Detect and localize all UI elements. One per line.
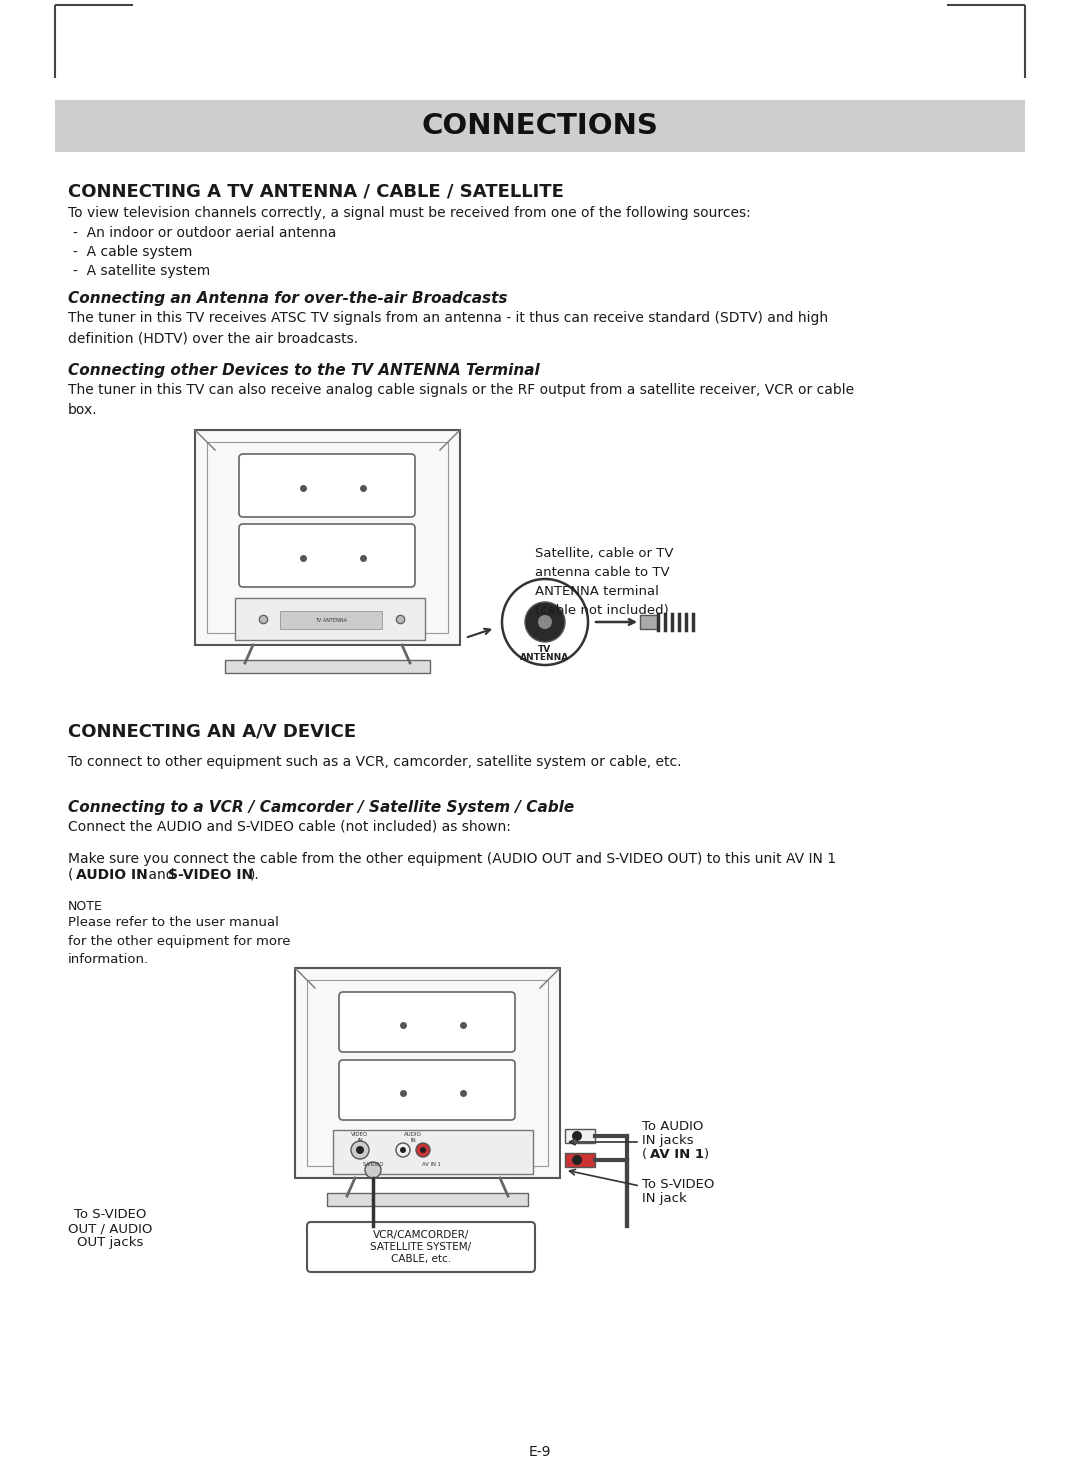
- Text: To S-VIDEO: To S-VIDEO: [73, 1208, 146, 1222]
- Text: (: (: [642, 1148, 647, 1161]
- Text: -  A satellite system: - A satellite system: [73, 263, 211, 278]
- FancyBboxPatch shape: [339, 1060, 515, 1120]
- Text: IN jacks: IN jacks: [642, 1134, 693, 1148]
- FancyBboxPatch shape: [235, 598, 426, 640]
- FancyBboxPatch shape: [280, 611, 382, 629]
- FancyBboxPatch shape: [307, 1222, 535, 1272]
- Text: CONNECTING A TV ANTENNA / CABLE / SATELLITE: CONNECTING A TV ANTENNA / CABLE / SATELL…: [68, 183, 564, 201]
- Text: VIDEO
IN: VIDEO IN: [351, 1131, 368, 1143]
- Text: AUDIO IN: AUDIO IN: [76, 868, 148, 881]
- Text: OUT / AUDIO: OUT / AUDIO: [68, 1222, 152, 1235]
- Text: ).: ).: [249, 868, 260, 881]
- Circle shape: [416, 1143, 430, 1157]
- Text: S-VIDEO IN: S-VIDEO IN: [168, 868, 253, 881]
- Text: Connecting an Antenna for over-the-air Broadcasts: Connecting an Antenna for over-the-air B…: [68, 291, 508, 306]
- Circle shape: [420, 1148, 426, 1154]
- Text: CONNECTING AN A/V DEVICE: CONNECTING AN A/V DEVICE: [68, 722, 356, 740]
- Text: The tuner in this TV receives ATSC TV signals from an antenna - it thus can rece: The tuner in this TV receives ATSC TV si…: [68, 311, 828, 345]
- Text: Please refer to the user manual
for the other equipment for more
information.: Please refer to the user manual for the …: [68, 916, 291, 966]
- FancyBboxPatch shape: [225, 660, 430, 673]
- Text: OUT jacks: OUT jacks: [77, 1236, 144, 1248]
- FancyBboxPatch shape: [55, 101, 1025, 152]
- Circle shape: [502, 578, 588, 666]
- Text: To AUDIO: To AUDIO: [642, 1120, 703, 1133]
- Text: (: (: [68, 868, 73, 881]
- Text: ANTENNA: ANTENNA: [521, 654, 569, 663]
- Circle shape: [356, 1146, 364, 1154]
- Circle shape: [365, 1162, 381, 1177]
- Text: ): ): [704, 1148, 710, 1161]
- FancyBboxPatch shape: [207, 442, 448, 633]
- FancyBboxPatch shape: [565, 1154, 595, 1167]
- Circle shape: [351, 1140, 369, 1160]
- FancyBboxPatch shape: [239, 524, 415, 587]
- Text: Connecting to a VCR / Camcorder / Satellite System / Cable: Connecting to a VCR / Camcorder / Satell…: [68, 800, 575, 815]
- Text: CONNECTIONS: CONNECTIONS: [421, 112, 659, 141]
- Text: Connect the AUDIO and S-VIDEO cable (not included) as shown:: Connect the AUDIO and S-VIDEO cable (not…: [68, 819, 511, 833]
- Text: AV IN 1: AV IN 1: [421, 1162, 441, 1167]
- FancyBboxPatch shape: [339, 992, 515, 1052]
- Text: To S-VIDEO: To S-VIDEO: [642, 1177, 714, 1191]
- FancyBboxPatch shape: [327, 1194, 528, 1205]
- FancyBboxPatch shape: [295, 967, 561, 1177]
- Text: and: and: [144, 868, 179, 881]
- Circle shape: [396, 1143, 410, 1157]
- FancyBboxPatch shape: [565, 1128, 595, 1143]
- FancyBboxPatch shape: [239, 454, 415, 518]
- Text: To connect to other equipment such as a VCR, camcorder, satellite system or cabl: To connect to other equipment such as a …: [68, 754, 681, 769]
- Text: NOTE: NOTE: [68, 901, 103, 913]
- Text: AV IN 1: AV IN 1: [650, 1148, 704, 1161]
- FancyBboxPatch shape: [195, 430, 460, 645]
- Circle shape: [538, 615, 552, 629]
- Text: TV ANTENNA: TV ANTENNA: [315, 618, 347, 624]
- Text: -  An indoor or outdoor aerial antenna: - An indoor or outdoor aerial antenna: [73, 226, 336, 240]
- Circle shape: [525, 602, 565, 642]
- Text: TV: TV: [538, 645, 552, 654]
- FancyBboxPatch shape: [333, 1130, 534, 1174]
- Text: E-9: E-9: [529, 1445, 551, 1458]
- Circle shape: [572, 1131, 582, 1140]
- Text: The tuner in this TV can also receive analog cable signals or the RF output from: The tuner in this TV can also receive an…: [68, 383, 854, 417]
- Text: AUDIO
IN: AUDIO IN: [404, 1131, 422, 1143]
- Text: Connecting other Devices to the TV ANTENNA Terminal: Connecting other Devices to the TV ANTEN…: [68, 362, 540, 379]
- Text: -  A cable system: - A cable system: [73, 246, 192, 259]
- Circle shape: [572, 1155, 582, 1165]
- Text: To view television channels correctly, a signal must be received from one of the: To view television channels correctly, a…: [68, 206, 751, 220]
- Text: IN jack: IN jack: [642, 1192, 687, 1205]
- Text: Satellite, cable or TV
antenna cable to TV
ANTENNA terminal
(cable not included): Satellite, cable or TV antenna cable to …: [535, 547, 674, 617]
- Text: Make sure you connect the cable from the other equipment (AUDIO OUT and S-VIDEO : Make sure you connect the cable from the…: [68, 852, 836, 867]
- Text: VCR/CAMCORDER/
SATELLITE SYSTEM/
CABLE, etc.: VCR/CAMCORDER/ SATELLITE SYSTEM/ CABLE, …: [370, 1231, 472, 1263]
- FancyBboxPatch shape: [307, 981, 548, 1165]
- Circle shape: [400, 1148, 406, 1154]
- Text: S-VIDEO: S-VIDEO: [363, 1162, 384, 1167]
- FancyBboxPatch shape: [640, 615, 658, 629]
